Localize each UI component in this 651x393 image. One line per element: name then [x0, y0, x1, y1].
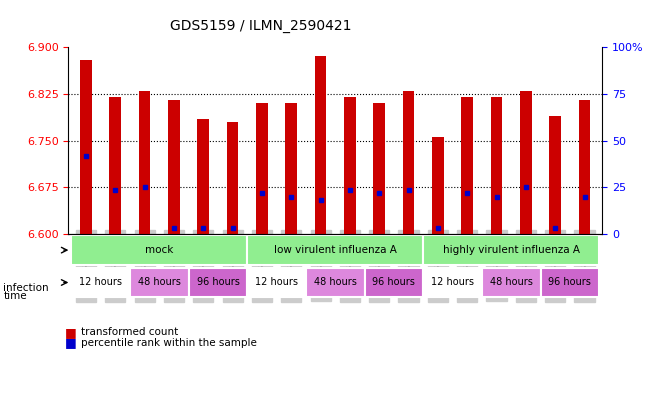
FancyBboxPatch shape: [130, 268, 189, 298]
Text: 96 hours: 96 hours: [549, 277, 591, 288]
FancyBboxPatch shape: [540, 268, 599, 298]
Bar: [520, 91, 532, 234]
Text: mock: mock: [145, 245, 173, 255]
Text: infection: infection: [3, 283, 49, 293]
Text: 96 hours: 96 hours: [197, 277, 240, 288]
Bar: [344, 97, 356, 234]
Text: time: time: [3, 290, 27, 301]
FancyBboxPatch shape: [423, 235, 599, 265]
FancyBboxPatch shape: [365, 268, 423, 298]
FancyBboxPatch shape: [72, 268, 130, 298]
Bar: [139, 91, 150, 234]
Text: highly virulent influenza A: highly virulent influenza A: [443, 245, 580, 255]
Bar: [432, 138, 444, 234]
Text: GDS5159 / ILMN_2590421: GDS5159 / ILMN_2590421: [170, 19, 351, 33]
FancyBboxPatch shape: [423, 268, 482, 298]
Text: 48 hours: 48 hours: [138, 277, 181, 288]
Text: ■: ■: [65, 325, 77, 339]
Bar: [403, 91, 415, 234]
FancyBboxPatch shape: [306, 268, 365, 298]
Bar: [314, 57, 326, 234]
FancyBboxPatch shape: [247, 268, 306, 298]
Bar: [109, 97, 121, 234]
Bar: [491, 97, 503, 234]
Text: low virulent influenza A: low virulent influenza A: [274, 245, 396, 255]
Text: 48 hours: 48 hours: [314, 277, 357, 288]
Bar: [227, 122, 238, 234]
Text: 96 hours: 96 hours: [372, 277, 415, 288]
Text: 48 hours: 48 hours: [490, 277, 533, 288]
Bar: [256, 103, 268, 234]
Bar: [285, 103, 297, 234]
Bar: [549, 116, 561, 234]
Bar: [579, 100, 590, 234]
FancyBboxPatch shape: [72, 235, 247, 265]
FancyBboxPatch shape: [247, 235, 423, 265]
Text: percentile rank within the sample: percentile rank within the sample: [81, 338, 257, 348]
Text: 12 hours: 12 hours: [79, 277, 122, 288]
Text: 12 hours: 12 hours: [431, 277, 474, 288]
Bar: [374, 103, 385, 234]
Bar: [462, 97, 473, 234]
Text: 12 hours: 12 hours: [255, 277, 298, 288]
Text: ■: ■: [65, 336, 77, 349]
FancyBboxPatch shape: [189, 268, 247, 298]
Bar: [197, 119, 209, 234]
FancyBboxPatch shape: [482, 268, 540, 298]
Bar: [80, 60, 92, 234]
Text: transformed count: transformed count: [81, 327, 178, 337]
Bar: [168, 100, 180, 234]
